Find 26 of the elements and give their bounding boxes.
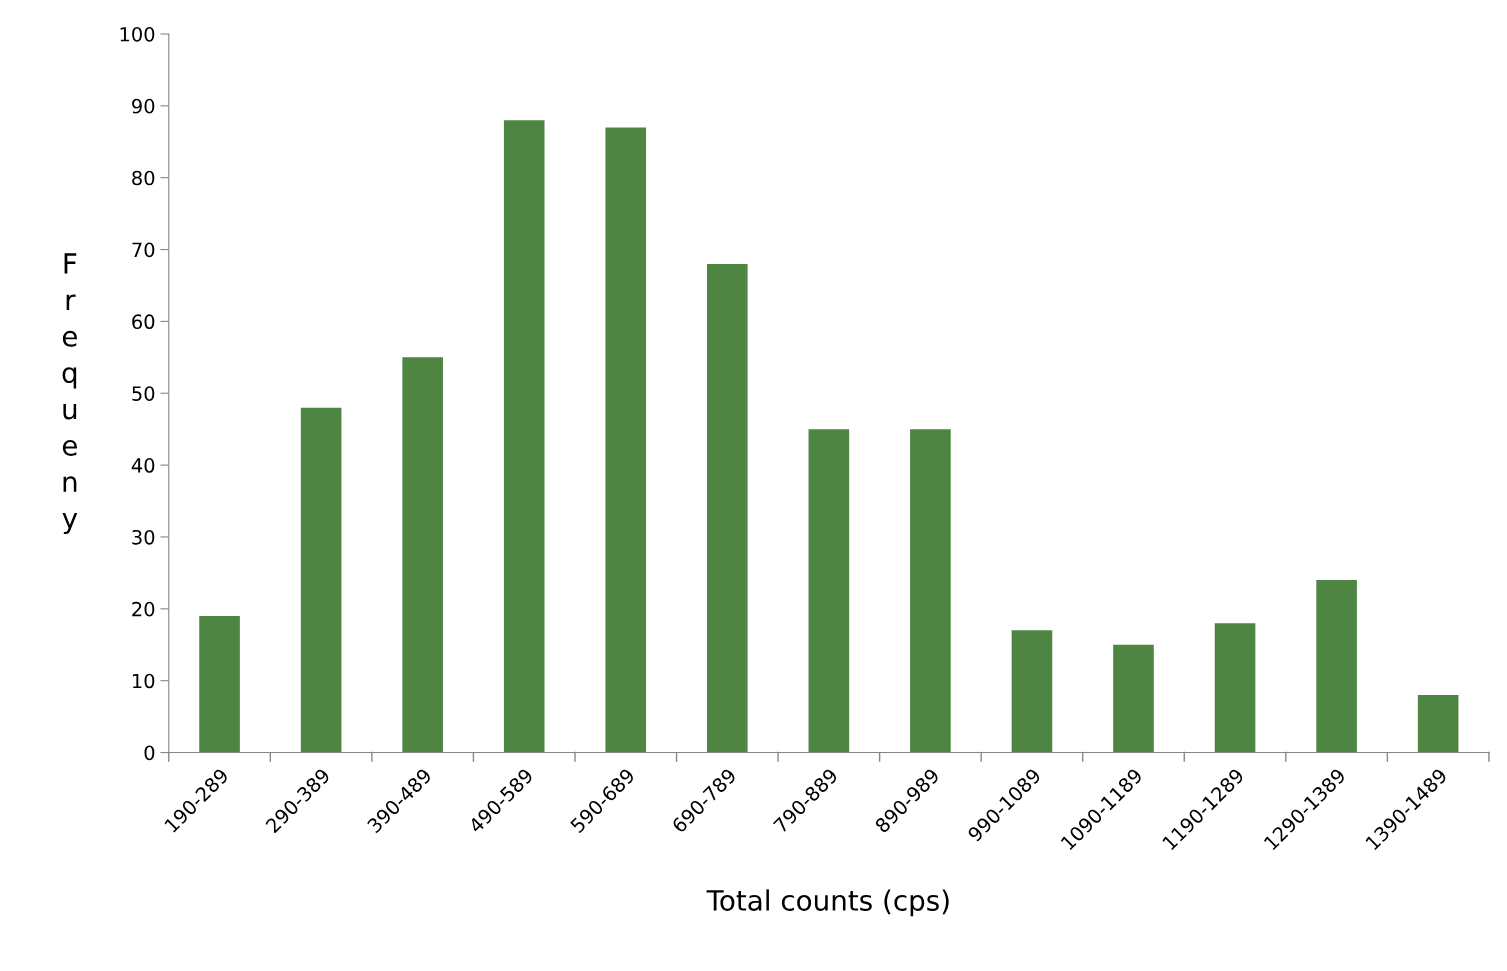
y-tick-label: 10 — [132, 673, 155, 689]
y-tick-label: 50 — [132, 386, 155, 401]
bar — [402, 357, 443, 753]
y-tick-label: 80 — [132, 170, 155, 186]
bar — [605, 127, 647, 753]
bar — [1011, 630, 1053, 753]
y-tick-label: 60 — [132, 314, 155, 330]
y-tick-label: 100 — [120, 26, 155, 42]
y-tick-label: 30 — [132, 529, 155, 545]
y-tick-label: 0 — [144, 745, 155, 761]
bar — [199, 616, 240, 753]
bar — [1214, 623, 1256, 753]
bar — [808, 429, 850, 753]
bar — [1417, 695, 1459, 753]
bar — [1113, 644, 1154, 753]
y-tick-label: 90 — [132, 98, 155, 114]
y-tick-label: 20 — [132, 601, 155, 617]
y-tick-label: 40 — [131, 458, 155, 473]
bar — [706, 263, 748, 753]
y-axis-title: Frequeny — [62, 253, 78, 535]
bar — [1316, 580, 1357, 753]
bar — [910, 429, 951, 753]
x-axis-title: Total counts (cps) — [706, 889, 949, 917]
bar — [503, 120, 545, 753]
y-tick-label: 70 — [132, 242, 155, 258]
bar — [300, 407, 342, 753]
